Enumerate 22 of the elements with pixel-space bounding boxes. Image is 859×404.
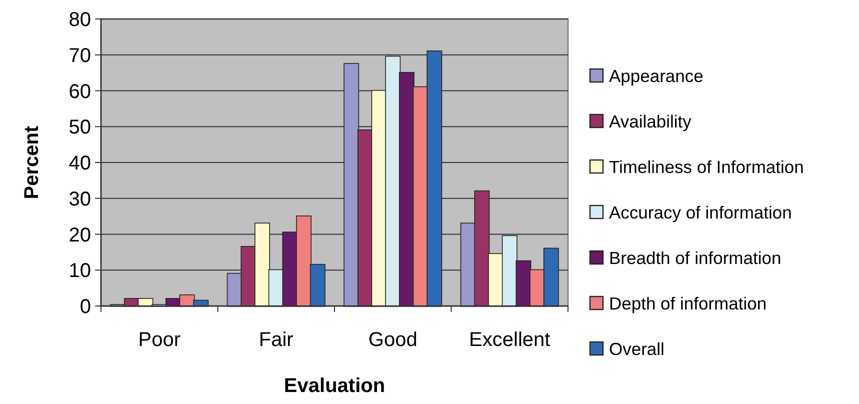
- x-axis-title: Evaluation: [284, 375, 386, 397]
- legend-label: Appearance: [609, 66, 704, 86]
- x-tick-label: Good: [368, 329, 418, 351]
- y-axis-title: Percent: [21, 125, 43, 200]
- legend-label: Timeliness of Information: [609, 157, 804, 178]
- y-tick-label: 70: [68, 44, 91, 67]
- y-tick-label: 0: [80, 296, 91, 318]
- y-tick-label: 30: [68, 188, 91, 210]
- x-tick-label: Excellent: [469, 329, 551, 351]
- x-tick-label: Poor: [138, 329, 181, 351]
- x-tick-label: Fair: [258, 329, 294, 351]
- legend-label: Overall: [609, 339, 664, 360]
- y-tick-label: 80: [68, 9, 91, 31]
- legend-label: Breadth of information: [609, 248, 782, 268]
- y-tick-label: 40: [68, 152, 91, 174]
- y-tick-label: 60: [68, 80, 91, 103]
- y-tick-label: 20: [68, 224, 91, 246]
- legend-label: Depth of information: [609, 294, 767, 314]
- y-tick-label: 50: [68, 116, 91, 139]
- legend-label: Accuracy of information: [609, 202, 792, 223]
- legend-label: Availability: [609, 112, 692, 132]
- y-tick-label: 10: [68, 260, 91, 282]
